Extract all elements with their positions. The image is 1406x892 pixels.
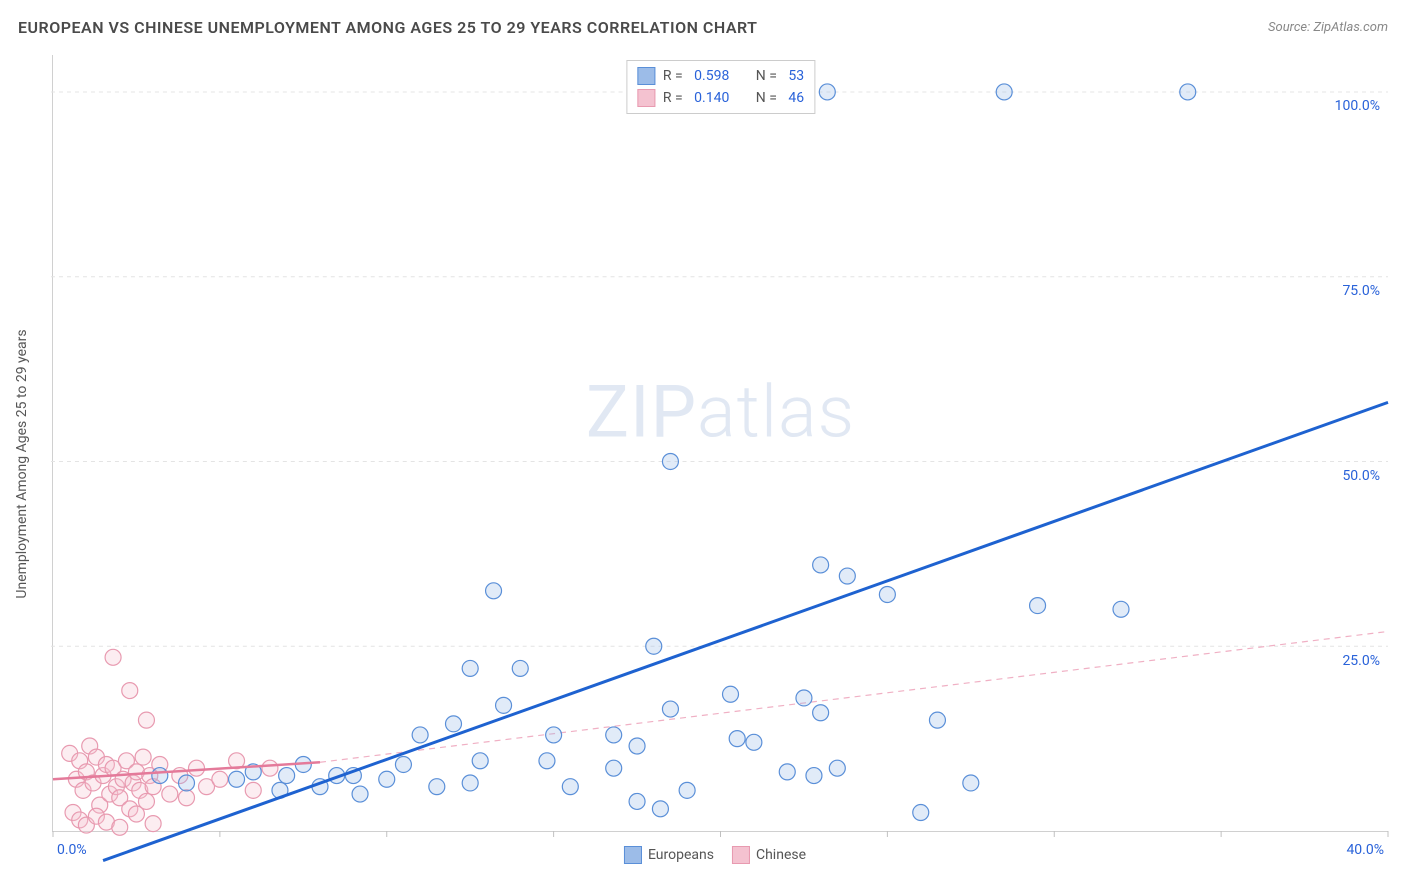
chart-title: EUROPEAN VS CHINESE UNEMPLOYMENT AMONG A… — [18, 18, 758, 37]
series-label-chinese: Chinese — [756, 847, 806, 863]
n-label: N = — [756, 90, 781, 106]
r-value-europeans: 0.598 — [694, 68, 729, 84]
plot-area: ZIPatlas R = 0.598 N = 53 R = 0.140 N = … — [52, 55, 1388, 832]
y-tick-label: 100.0% — [1335, 98, 1380, 114]
swatch-europeans — [624, 846, 642, 864]
chart-source: Source: ZipAtlas.com — [1268, 20, 1388, 35]
x-tick-label: 40.0% — [1346, 842, 1384, 858]
chart-container: Unemployment Among Ages 25 to 29 years Z… — [42, 55, 1388, 872]
legend-item-europeans: Europeans — [624, 846, 714, 864]
source-prefix: Source: — [1268, 20, 1313, 35]
chart-header: EUROPEAN VS CHINESE UNEMPLOYMENT AMONG A… — [18, 18, 1388, 37]
swatch-chinese — [732, 846, 750, 864]
y-tick-label: 75.0% — [1342, 283, 1380, 299]
n-value-europeans: 53 — [788, 68, 804, 84]
y-axis-label: Unemployment Among Ages 25 to 29 years — [14, 329, 30, 598]
swatch-chinese — [637, 89, 655, 107]
n-label: N = — [756, 68, 781, 84]
scatter-plot-svg — [53, 55, 1388, 831]
source-name: ZipAtlas.com — [1313, 20, 1388, 35]
y-tick-label: 50.0% — [1342, 468, 1380, 484]
r-label: R = — [663, 90, 686, 106]
x-tick-label: 0.0% — [57, 842, 87, 858]
swatch-europeans — [637, 67, 655, 85]
legend-correlation-box: R = 0.598 N = 53 R = 0.140 N = 46 — [626, 60, 815, 114]
legend-row-europeans: R = 0.598 N = 53 — [637, 65, 804, 87]
legend-item-chinese: Chinese — [732, 846, 806, 864]
n-value-chinese: 46 — [788, 90, 804, 106]
legend-row-chinese: R = 0.140 N = 46 — [637, 87, 804, 109]
r-value-chinese: 0.140 — [694, 90, 729, 106]
r-label: R = — [663, 68, 686, 84]
legend-series: Europeans Chinese — [624, 846, 806, 864]
series-label-europeans: Europeans — [648, 847, 714, 863]
y-tick-label: 25.0% — [1342, 653, 1380, 669]
